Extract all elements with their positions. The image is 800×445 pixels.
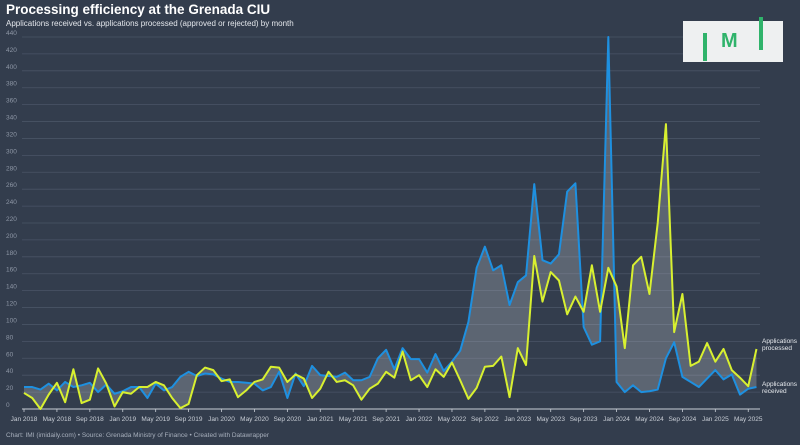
x-tick-label: May 2019 (141, 416, 170, 423)
x-tick-label: Jan 2019 (109, 416, 136, 423)
y-axis-ticks: 0 20 40 60 80 100 120 140 160 180 200 220 240 260 280 3… (6, 30, 17, 409)
y-tick-label: 220 (6, 216, 17, 223)
y-tick-label: 140 (6, 284, 17, 291)
x-tick-label: May 2018 (43, 416, 72, 423)
y-tick-label: 280 (6, 165, 17, 172)
x-tick-label: Sep 2023 (570, 416, 598, 423)
y-tick-label: 320 (6, 131, 17, 138)
logo-letter-m: M (721, 30, 738, 52)
x-tick-label: Jan 2020 (208, 416, 235, 423)
x-tick-label: Sep 2021 (372, 416, 400, 423)
y-tick-label: 380 (6, 81, 17, 88)
y-tick-label: 20 (6, 385, 14, 392)
y-tick-label: 420 (6, 47, 17, 54)
series-labels: ApplicationsreceivedApplicationsprocesse… (762, 338, 798, 395)
y-tick-label: 80 (6, 334, 14, 341)
y-tick-label: 180 (6, 250, 17, 257)
y-tick-label: 340 (6, 115, 17, 122)
x-tick-label: May 2025 (734, 416, 763, 423)
chart-footer: Chart: IMI (imidaily.com) • Source: Gren… (6, 432, 270, 439)
y-tick-label: 300 (6, 148, 17, 155)
series-label-received: received (762, 388, 787, 395)
received-line (24, 36, 757, 400)
y-tick-label: 60 (6, 351, 14, 358)
x-axis-ticks: Jan 2018 May 2018 Sep 2018 Jan 2019 May 2019… (11, 409, 763, 423)
x-tick-label: May 2021 (339, 416, 368, 423)
y-tick-label: 40 (6, 368, 14, 375)
y-tick-label: 0 (6, 402, 10, 409)
y-tick-label: 260 (6, 182, 17, 189)
chart-title: Processing efficiency at the Grenada CIU (6, 2, 271, 17)
y-tick-label: 400 (6, 64, 17, 71)
y-tick-label: 160 (6, 267, 17, 274)
x-tick-label: Jan 2022 (406, 416, 433, 423)
x-tick-label: Jan 2018 (11, 416, 38, 423)
gridlines (22, 36, 760, 410)
x-tick-label: May 2020 (240, 416, 269, 423)
x-tick-label: Sep 2024 (668, 416, 696, 423)
y-tick-label: 200 (6, 233, 17, 240)
y-tick-label: 360 (6, 98, 17, 105)
y-tick-label: 120 (6, 301, 17, 308)
x-tick-label: May 2023 (536, 416, 565, 423)
logo-bar-right (759, 17, 763, 50)
x-tick-label: Jan 2023 (504, 416, 531, 423)
y-tick-label: 240 (6, 199, 17, 206)
series-label-processed: Applications (762, 338, 798, 345)
chart-subtitle: Applications received vs. applications p… (6, 19, 294, 28)
x-tick-label: May 2022 (438, 416, 467, 423)
series-label-processed: processed (762, 345, 792, 352)
x-tick-label: Jan 2021 (307, 416, 334, 423)
x-tick-label: Sep 2020 (273, 416, 301, 423)
processed-line (23, 123, 758, 410)
x-tick-label: Sep 2018 (76, 416, 104, 423)
x-tick-label: May 2024 (635, 416, 664, 423)
x-tick-label: Sep 2019 (175, 416, 203, 423)
x-tick-label: Jan 2024 (603, 416, 630, 423)
x-tick-label: Sep 2022 (471, 416, 499, 423)
logo-bar-left (703, 33, 707, 61)
series-lines (23, 36, 758, 410)
y-tick-label: 100 (6, 317, 17, 324)
x-tick-label: Jan 2025 (702, 416, 729, 423)
series-label-received: Applications (762, 381, 798, 388)
y-tick-label: 440 (6, 30, 17, 37)
imi-logo: M (683, 17, 783, 62)
